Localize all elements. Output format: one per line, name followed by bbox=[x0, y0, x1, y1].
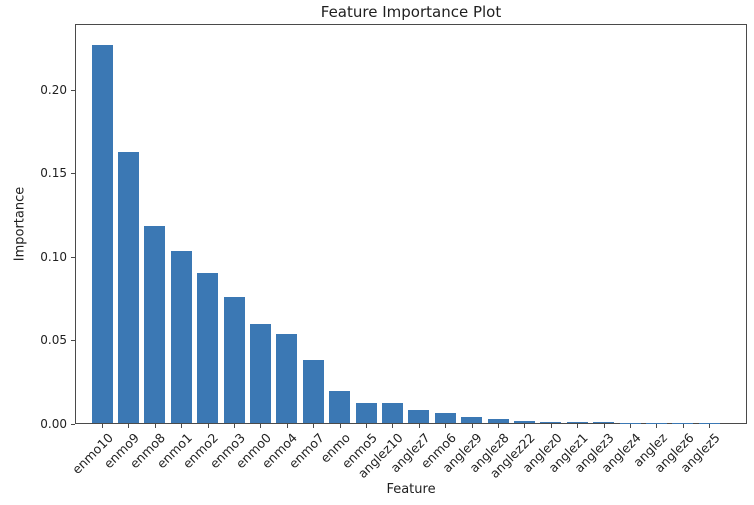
x-tick-mark bbox=[445, 424, 447, 428]
y-tick-mark bbox=[71, 424, 75, 425]
x-tick-mark bbox=[260, 424, 262, 428]
bar-enmo1 bbox=[170, 250, 192, 423]
bar-enmo4 bbox=[276, 333, 298, 423]
x-tick-mark bbox=[471, 424, 473, 428]
x-tick-mark bbox=[682, 424, 684, 428]
y-tick-label: 0.05 bbox=[40, 333, 67, 348]
y-tick-mark bbox=[71, 256, 75, 258]
y-tick-label: 0.20 bbox=[40, 82, 67, 97]
bar-enmo8 bbox=[144, 225, 166, 423]
bar-anglez7 bbox=[408, 410, 430, 423]
x-tick-mark bbox=[550, 424, 552, 428]
x-tick-mark bbox=[603, 424, 605, 428]
x-tick-mark bbox=[286, 424, 288, 428]
x-tick-mark bbox=[656, 424, 658, 428]
x-tick-mark bbox=[392, 424, 394, 428]
x-tick-mark bbox=[102, 424, 103, 428]
y-tick-label: 0.15 bbox=[40, 166, 67, 181]
x-tick-mark bbox=[366, 424, 367, 428]
bar-enmo2 bbox=[197, 273, 219, 423]
y-tick-mark bbox=[71, 340, 75, 342]
x-tick-mark bbox=[630, 424, 631, 428]
x-tick-mark bbox=[339, 424, 341, 428]
x-tick-mark bbox=[709, 424, 711, 428]
bar-enmo10 bbox=[91, 45, 113, 423]
x-tick-mark bbox=[577, 424, 579, 428]
bar-enmo3 bbox=[223, 296, 245, 423]
bar-anglez22 bbox=[513, 420, 535, 423]
x-tick-mark bbox=[181, 424, 183, 428]
chart-title: Feature Importance Plot bbox=[320, 3, 502, 21]
x-tick-mark bbox=[234, 424, 235, 428]
bar-anglez3 bbox=[593, 422, 615, 423]
bar-enmo5 bbox=[355, 402, 377, 423]
bar-enmo7 bbox=[302, 360, 324, 423]
plot-area bbox=[75, 24, 747, 424]
y-tick-mark bbox=[71, 89, 75, 91]
y-tick-label: 0.10 bbox=[40, 249, 67, 264]
bar-enmo6 bbox=[434, 413, 456, 423]
x-tick-mark bbox=[154, 424, 156, 428]
bar-enmo bbox=[329, 391, 351, 423]
bar-anglez0 bbox=[540, 421, 562, 423]
x-tick-mark bbox=[128, 424, 130, 428]
x-tick-mark bbox=[207, 424, 209, 428]
bar-enmo9 bbox=[117, 152, 139, 423]
x-tick-mark bbox=[313, 424, 315, 428]
x-tick-mark bbox=[418, 424, 420, 428]
x-tick-mark bbox=[524, 424, 526, 428]
bar-anglez10 bbox=[381, 403, 403, 423]
bar-anglez9 bbox=[461, 416, 483, 423]
x-axis-label: Feature bbox=[386, 482, 436, 497]
y-tick-label: 0.00 bbox=[40, 417, 67, 431]
bar-enmo0 bbox=[249, 324, 271, 423]
y-tick-mark bbox=[71, 173, 75, 175]
bar-anglez1 bbox=[566, 422, 588, 423]
x-tick-mark bbox=[498, 424, 499, 428]
bar-anglez8 bbox=[487, 419, 509, 423]
